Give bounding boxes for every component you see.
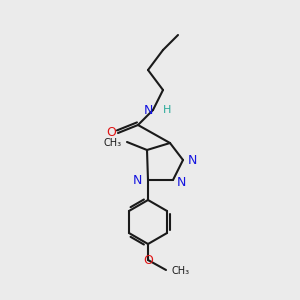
Text: O: O xyxy=(143,254,153,268)
Text: N: N xyxy=(177,176,186,188)
Text: CH₃: CH₃ xyxy=(171,266,189,276)
Text: N: N xyxy=(188,154,197,166)
Text: CH₃: CH₃ xyxy=(104,138,122,148)
Text: N: N xyxy=(144,103,153,116)
Text: N: N xyxy=(133,175,142,188)
Text: O: O xyxy=(106,127,116,140)
Text: H: H xyxy=(163,105,171,115)
